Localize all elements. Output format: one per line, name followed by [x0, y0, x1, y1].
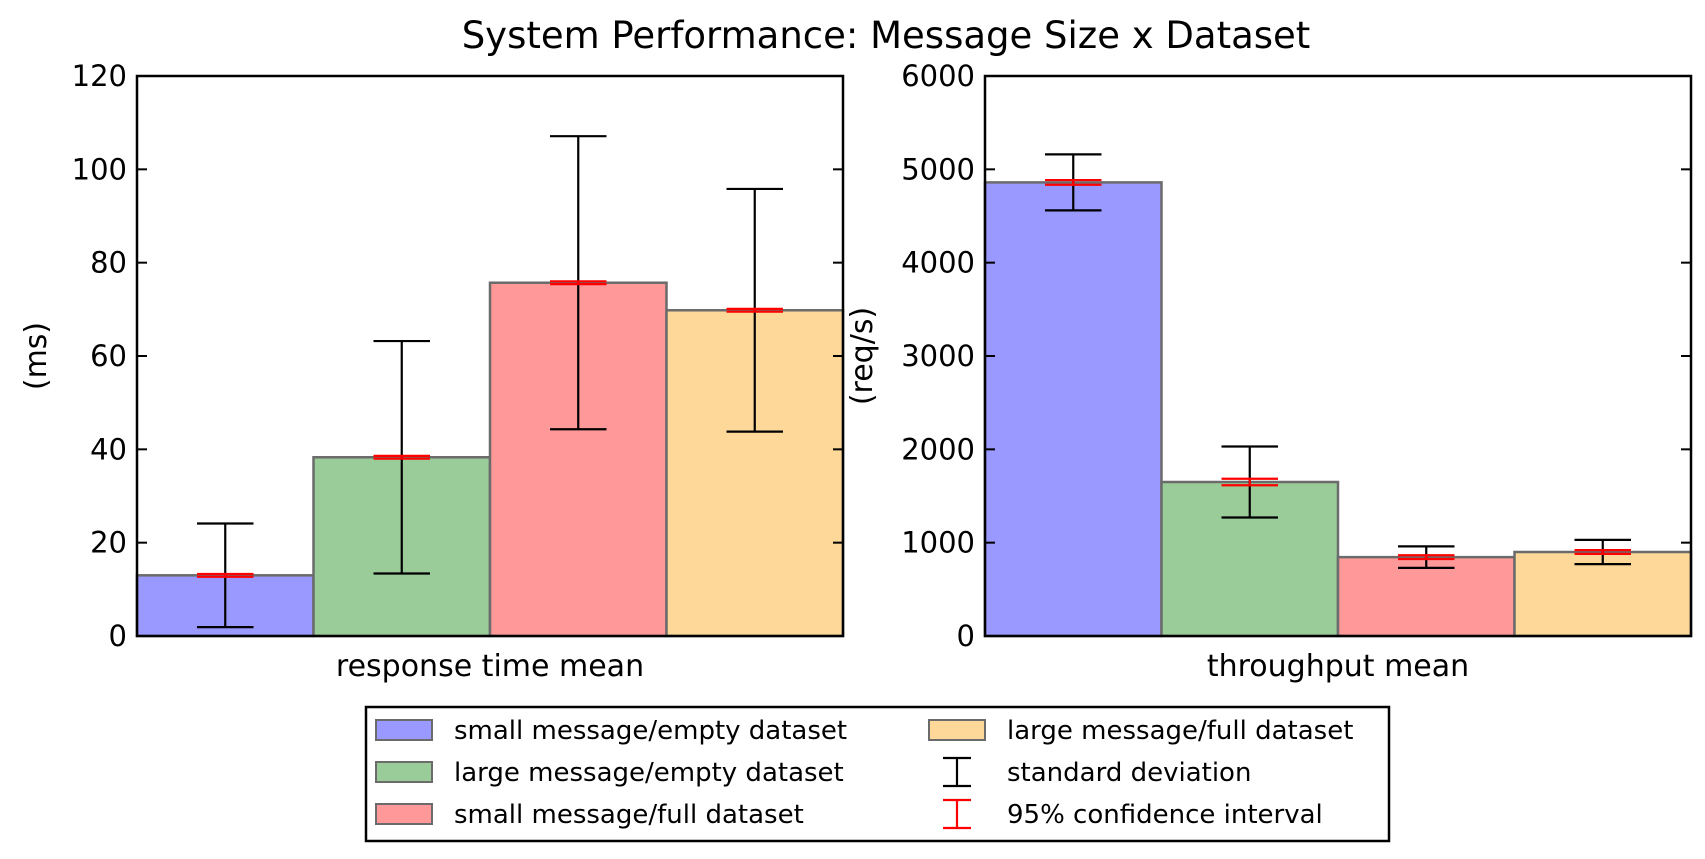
y-tick-label: 2000 [901, 432, 975, 466]
legend-item-1: small message/empty dataset [375, 716, 847, 746]
error-bars-2 [1221, 445, 1278, 519]
y-tick-label: 6000 [901, 59, 975, 93]
x-axis-label: throughput mean [1207, 649, 1469, 684]
legend-item-2: large message/empty dataset [375, 758, 844, 788]
error-bars-3 [1398, 545, 1455, 569]
y-axis-label: (req/s) [845, 307, 880, 405]
plot-panels: 0 20 40 60 80 100 120 response time mean (ms) 0 10… [19, 59, 1693, 684]
y-tick-label: 100 [72, 152, 127, 186]
error-bars-3 [550, 135, 607, 431]
legend-swatch [375, 719, 433, 741]
panel-1: 0 20 40 60 80 100 120 response time mean (ms) [19, 59, 845, 684]
error-bars-1 [197, 522, 254, 629]
legend-label: 95% confidence interval [1007, 800, 1323, 830]
legend-frame [364, 705, 1391, 843]
error-bars-1 [1045, 153, 1102, 212]
legend-label: small message/empty dataset [454, 716, 847, 746]
error-bars-2 [373, 339, 430, 575]
y-tick-label: 0 [957, 619, 975, 653]
legend-label: large message/empty dataset [454, 758, 844, 788]
error-bars-4 [1574, 538, 1631, 566]
legend-swatch [928, 719, 986, 741]
panel-2: 0 1000 2000 3000 4000 5000 6000 throughput mean… [845, 59, 1693, 684]
y-tick-label: 3000 [901, 339, 975, 373]
error-bars-4 [726, 187, 783, 433]
y-tick-label: 4000 [901, 246, 975, 280]
legend-swatch [375, 803, 433, 825]
y-tick-label: 20 [90, 526, 127, 560]
legend-swatch [375, 761, 433, 783]
x-axis-label: response time mean [336, 649, 644, 684]
bar-1 [983, 181, 1163, 638]
y-tick-label: 0 [109, 619, 127, 653]
legend-item-std: standard deviation [943, 756, 1251, 788]
y-tick-label: 120 [72, 59, 127, 93]
legend-item-ci: 95% confidence interval [943, 798, 1323, 830]
y-tick-label: 5000 [901, 152, 975, 186]
y-axis-label: (ms) [19, 322, 54, 390]
legend-label: large message/full dataset [1007, 716, 1353, 746]
legend-label: small message/full dataset [454, 800, 804, 830]
legend-item-3: small message/full dataset [375, 800, 804, 830]
y-tick-label: 80 [90, 246, 127, 280]
chart-title: System Performance: Message Size x Datas… [462, 14, 1311, 57]
legend: small message/empty dataset large message… [364, 705, 1391, 843]
legend-item-4: large message/full dataset [928, 716, 1353, 746]
y-tick-label: 60 [90, 339, 127, 373]
y-tick-label: 40 [90, 432, 127, 466]
legend-label: standard deviation [1007, 758, 1251, 788]
y-tick-label: 1000 [901, 526, 975, 560]
